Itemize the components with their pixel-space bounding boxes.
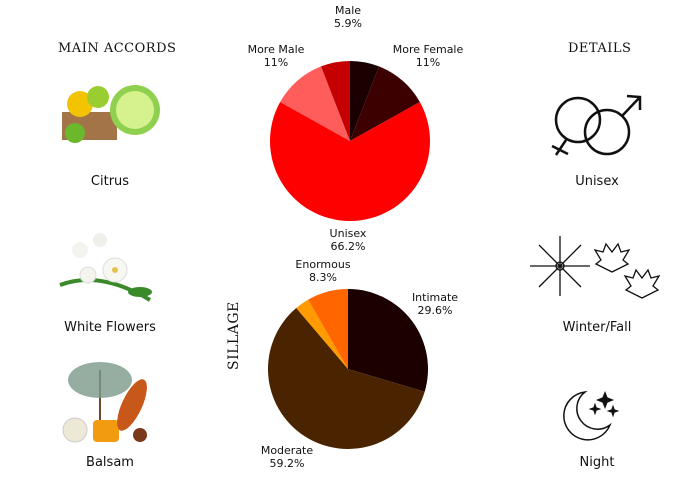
pie2-slice-intimate (348, 289, 429, 392)
pie1-slice-more-female (350, 66, 420, 141)
accord-label-citrus: Citrus (90, 174, 130, 189)
label-more-female: More Female 11% (392, 43, 464, 69)
citrus-fruits-image (62, 85, 160, 143)
moon-stars-icon (563, 390, 620, 441)
label-moderate: Moderate 59.2% (260, 444, 314, 470)
balsam-image (62, 362, 147, 443)
detail-label-time: Night (579, 455, 615, 470)
snowflake-maple-leaf-icon (530, 236, 661, 299)
label-unisex: Unisex 66.2% (329, 227, 367, 253)
accord-label-balsam: Balsam (86, 455, 134, 470)
main-accords-title: MAIN ACCORDS (58, 41, 177, 56)
pie2-slice-unlabeled (296, 299, 348, 369)
white-flowers-image (59, 233, 152, 302)
pie2-slice-moderate (267, 308, 425, 450)
pie1-slice-unisex (270, 102, 430, 221)
pie2-slice-enormous (308, 289, 348, 369)
gender-symbols-icon (551, 94, 642, 156)
accord-label-white-flowers: White Flowers (64, 320, 156, 335)
label-intimate: Intimate 29.6% (411, 291, 459, 317)
details-title: DETAILS (568, 41, 632, 56)
pie1-slice-unlabeled (350, 61, 379, 141)
sillage-title: SILLAGE (226, 301, 242, 370)
label-male: Male 5.9% (334, 4, 362, 30)
label-enormous: Enormous 8.3% (295, 258, 351, 284)
detail-label-unisex: Unisex (575, 174, 619, 189)
pie1-slice-more-male (280, 66, 350, 141)
detail-label-season: Winter/Fall (562, 320, 632, 335)
label-more-male: More Male 11% (247, 43, 305, 69)
pie1-slice-male (321, 61, 350, 141)
